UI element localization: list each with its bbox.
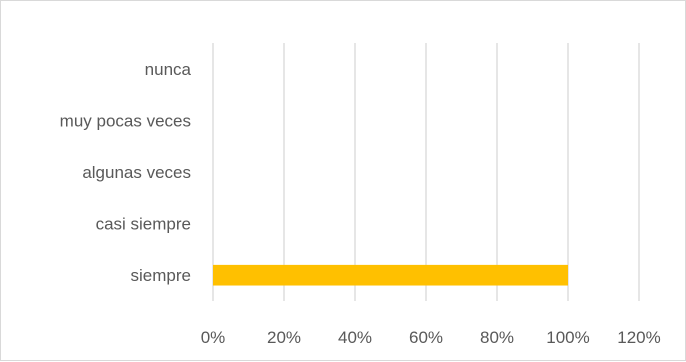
category-label: nunca [145, 60, 192, 79]
gridlines [212, 43, 640, 301]
x-tick-label: 0% [201, 328, 226, 347]
x-tick-label: 100% [546, 328, 589, 347]
x-tick-labels: 0% 20% 40% 60% 80% 100% 120% [201, 328, 661, 347]
category-labels: nunca muy pocas veces algunas veces casi si… [60, 60, 192, 285]
bar [213, 264, 568, 286]
category-label: casi siempre [96, 215, 191, 234]
bars [213, 264, 568, 286]
x-tick-label: 20% [267, 328, 301, 347]
x-tick-label: 60% [409, 328, 443, 347]
x-tick-label: 120% [617, 328, 660, 347]
category-label: muy pocas veces [60, 111, 191, 130]
category-label: siempre [131, 266, 191, 285]
x-tick-label: 80% [480, 328, 514, 347]
x-tick-label: 40% [338, 328, 372, 347]
category-label: algunas veces [82, 163, 191, 182]
